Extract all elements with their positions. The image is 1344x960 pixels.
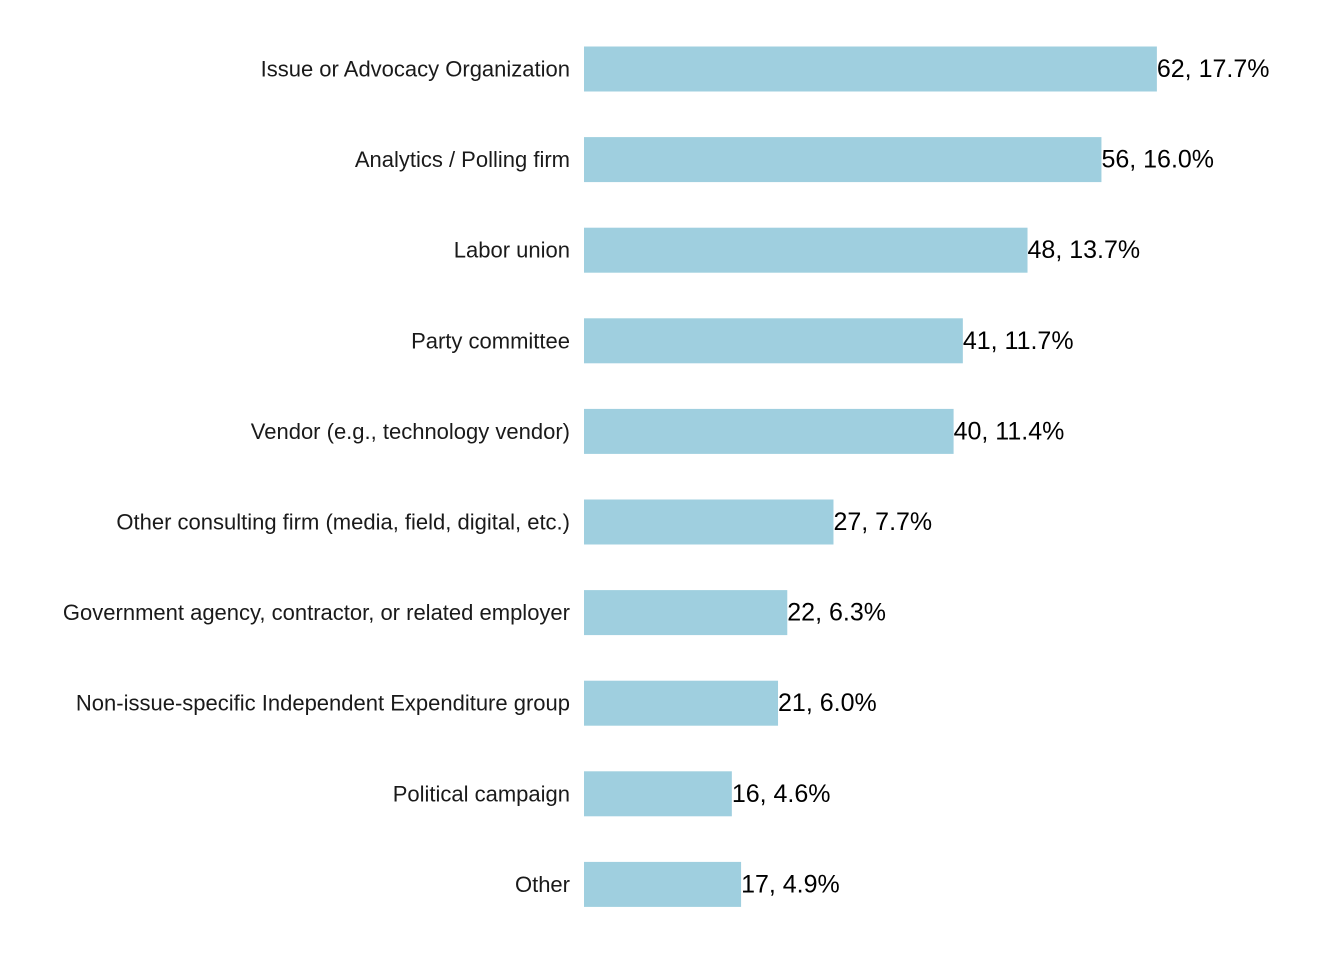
bars-layer (584, 46, 1157, 907)
category-label: Government agency, contractor, or relate… (63, 600, 570, 625)
bar (584, 137, 1102, 183)
bar (584, 680, 779, 726)
bar (584, 46, 1157, 92)
bar (584, 318, 963, 364)
category-label: Analytics / Polling firm (355, 147, 570, 172)
bar (584, 861, 742, 907)
data-label: 48, 13.7% (1028, 236, 1141, 264)
category-label: Vendor (e.g., technology vendor) (251, 419, 570, 444)
data-label: 27, 7.7% (833, 508, 932, 536)
bar (584, 227, 1028, 273)
category-labels: Issue or Advocacy Organization Analytics … (63, 57, 570, 897)
bar (584, 590, 788, 636)
bar (584, 408, 954, 454)
data-label: 40, 11.4% (954, 417, 1065, 445)
data-labels: 62, 17.7% 56, 16.0% 48, 13.7% 41, 11.7% 40, … (732, 55, 1270, 898)
data-label: 16, 4.6% (732, 780, 831, 808)
bar (584, 771, 732, 817)
data-label: 21, 6.0% (778, 689, 877, 717)
category-label: Political campaign (393, 781, 570, 806)
data-label: 41, 11.7% (963, 327, 1074, 355)
bar (584, 499, 834, 545)
data-label: 62, 17.7% (1157, 55, 1270, 83)
category-label: Non-issue-specific Independent Expenditu… (76, 691, 570, 716)
data-label: 56, 16.0% (1101, 146, 1214, 174)
category-label: Other consulting firm (media, field, dig… (116, 510, 570, 535)
category-label: Labor union (454, 238, 570, 263)
category-label: Issue or Advocacy Organization (261, 57, 570, 82)
data-label: 22, 6.3% (787, 599, 886, 627)
data-label: 17, 4.9% (741, 870, 840, 898)
category-label: Other (515, 872, 570, 897)
category-label: Party committee (411, 328, 570, 353)
